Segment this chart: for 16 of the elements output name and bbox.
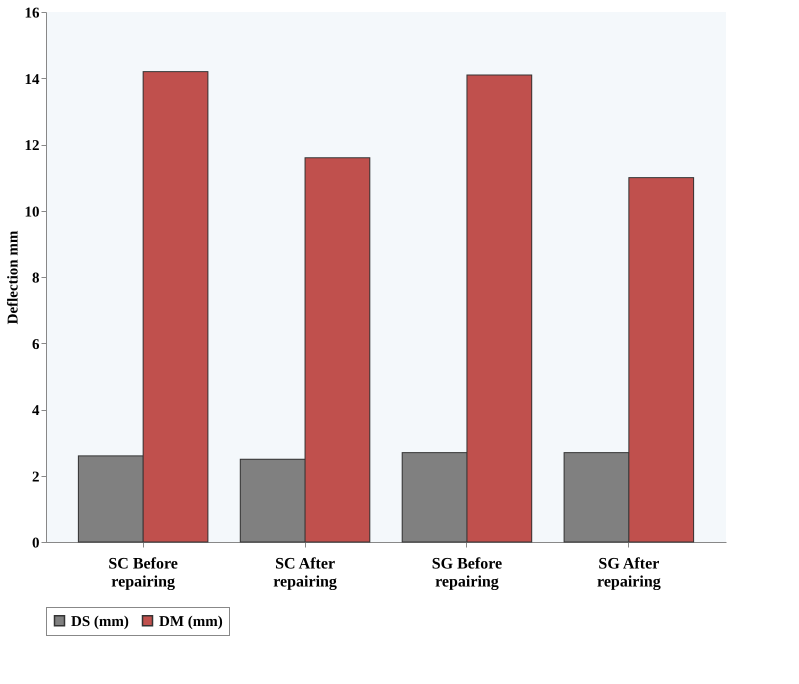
y-tick-label: 4 bbox=[32, 403, 40, 419]
y-tick-label: 14 bbox=[24, 72, 40, 88]
y-tick-label: 8 bbox=[32, 270, 40, 286]
y-axis-title: Deflection mm bbox=[6, 230, 22, 324]
x-tick-label: SC Before repairing bbox=[108, 556, 178, 590]
y-tick-label: 16 bbox=[24, 6, 40, 22]
y-tick-label: 6 bbox=[32, 336, 40, 353]
x-tick-label: SC After repairing bbox=[273, 556, 337, 590]
x-tick-label: SG Before repairing bbox=[432, 556, 502, 590]
legend-label: DM (mm) bbox=[159, 614, 223, 630]
x-tick-label: SG After repairing bbox=[597, 556, 661, 590]
y-tick-label: 0 bbox=[32, 536, 40, 552]
y-tick-label: 2 bbox=[32, 469, 40, 486]
y-tick-label: 12 bbox=[24, 138, 40, 154]
legend-label: DS (mm) bbox=[71, 614, 129, 630]
y-tick-label: 10 bbox=[24, 204, 40, 220]
